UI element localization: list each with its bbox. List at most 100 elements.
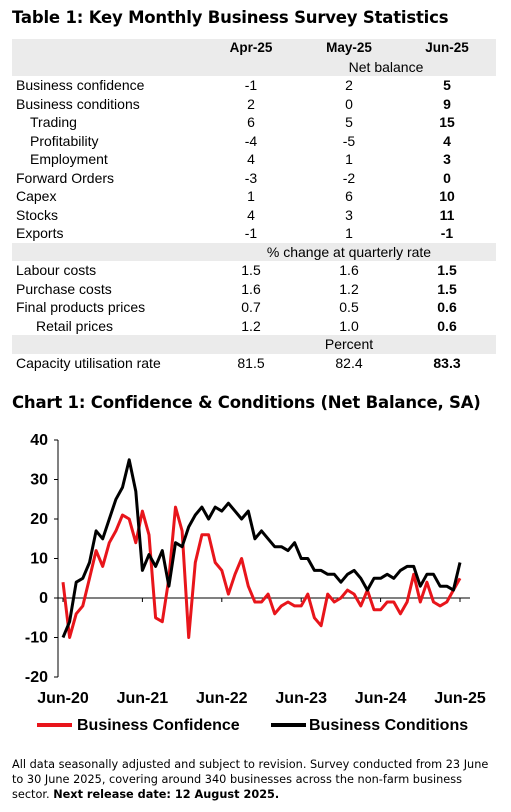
unit-label: Percent [324,336,374,352]
legend-label-conditions: Business Conditions [309,717,468,734]
table-row: Capacity utilisation rate 81.5 82.4 83.3 [12,354,496,373]
value-cell: 5 [345,114,353,130]
chart-title: Chart 1: Confidence & Conditions (Net Ba… [12,393,481,412]
column-header-apr: Apr-25 [229,40,273,55]
unit-row-spacer [12,243,202,262]
value-cell: 4 [247,151,255,167]
table-body: Net balance Business confidence -1 2 5 Busine… [12,57,496,373]
table-row: Trading 6 5 15 [12,113,496,132]
value-cell: 0.5 [339,299,359,315]
row-label: Employment [30,151,108,167]
legend-label-confidence: Business Confidence [77,717,240,734]
table-row: Final products prices 0.7 0.5 0.6 [12,298,496,317]
y-tick-label: 0 [39,590,48,607]
value-cell: 1 [345,225,353,241]
row-label: Business conditions [16,95,140,112]
value-cell: 1 [247,188,255,204]
value-cell: -3 [244,169,258,186]
table-row: Labour costs 1.5 1.6 1.5 [12,261,496,280]
unit-label: % change at quarterly rate [266,243,432,260]
row-label: Capacity utilisation rate [16,354,161,371]
table-header-row: Apr-25 May-25 Jun-25 [12,39,496,58]
value-cell: 11 [439,206,455,223]
value-cell: 4 [443,132,451,149]
y-tick-label: 10 [30,551,48,568]
value-cell: 82.4 [335,354,363,371]
value-cell: 3 [443,151,451,167]
unit-row-spacer [12,335,202,354]
value-cell: 2 [247,95,255,112]
y-tick-label: -10 [25,630,48,647]
value-cell: -1 [244,225,258,241]
table-row: Retail prices 1.2 1.0 0.6 [12,317,496,336]
table-title: Table 1: Key Monthly Business Survey Sta… [12,8,449,27]
value-cell: 1 [345,151,353,167]
unit-label: Net balance [348,58,424,75]
row-label: Exports [16,225,64,241]
row-label: Forward Orders [16,169,115,186]
header-label-cell [12,39,202,58]
confidence-conditions-chart: 40 30 20 10 0 -10 -20 Jun-20 Jun-21 Jun-22 Jun-23 J… [25,432,486,734]
business-conditions-line [61,458,462,639]
unit-row-spacer [12,58,202,77]
value-cell: 1.2 [241,317,261,334]
value-cell: 0 [345,95,353,112]
row-label: Retail prices [36,317,114,334]
table-row: Exports -1 1 -1 [12,224,496,243]
x-tick-label: Jun-22 [196,690,248,707]
value-cell: 83.3 [433,354,461,371]
value-cell: 6 [345,188,353,204]
value-cell: 0.6 [437,317,457,334]
unit-row: Percent [12,335,496,354]
table-row: Purchase costs 1.6 1.2 1.5 [12,280,496,299]
value-cell: 4 [247,206,255,223]
value-cell: -1 [244,77,258,93]
x-tick-label: Jun-20 [37,690,89,707]
row-label: Final products prices [16,299,146,315]
column-header-may: May-25 [326,40,372,55]
value-cell: 1.0 [339,317,359,334]
value-cell: 1.5 [241,262,261,278]
value-cell: -5 [342,132,356,149]
value-cell: 0 [443,169,451,186]
value-cell: 1.6 [241,280,261,297]
y-tick-label: 40 [30,432,48,449]
value-cell: -1 [440,225,454,241]
value-cell: 15 [439,114,455,130]
value-cell: -2 [342,169,356,186]
row-label: Profitability [30,132,99,149]
row-label: Purchase costs [16,280,112,297]
value-cell: -4 [244,132,258,149]
value-cell: 1.5 [437,280,457,297]
footnote: All data seasonally adjusted and subject… [12,757,502,802]
unit-row: Net balance [12,57,496,77]
x-tick-label: Jun-21 [117,690,169,707]
y-tick-label: 30 [30,472,48,489]
table-row: Capex 1 6 10 [12,187,496,206]
row-label: Capex [16,188,57,204]
table-row: Employment 4 1 3 [12,150,496,169]
row-label: Business confidence [16,77,145,93]
value-cell: 81.5 [237,354,265,371]
x-tick-label: Jun-25 [434,690,486,707]
table-row: Business confidence -1 2 5 [12,76,496,95]
x-tick-label: Jun-23 [275,690,327,707]
value-cell: 1.6 [339,262,359,278]
value-cell: 1.5 [437,262,457,278]
y-tick-label: 20 [30,511,48,528]
value-cell: 3 [345,206,353,223]
value-cell: 1.2 [339,280,359,297]
value-cell: 9 [443,95,451,112]
column-header-jun: Jun-25 [425,40,469,55]
business-survey-table: Apr-25 May-25 Jun-25 Net balance Business… [12,39,496,372]
business-confidence-line [61,505,462,639]
table-row: Profitability -4 -5 4 [12,132,496,151]
next-release-date: Next release date: 12 August 2025. [53,788,280,801]
value-cell: 6 [247,114,255,130]
footnote-text: All data seasonally adjusted and subject… [12,758,489,801]
table-row: Stocks 4 3 11 [12,206,496,225]
x-tick-label: Jun-24 [355,690,407,707]
row-label: Trading [30,114,77,130]
table-row: Forward Orders -3 -2 0 [12,169,496,188]
value-cell: 0.7 [241,299,261,315]
